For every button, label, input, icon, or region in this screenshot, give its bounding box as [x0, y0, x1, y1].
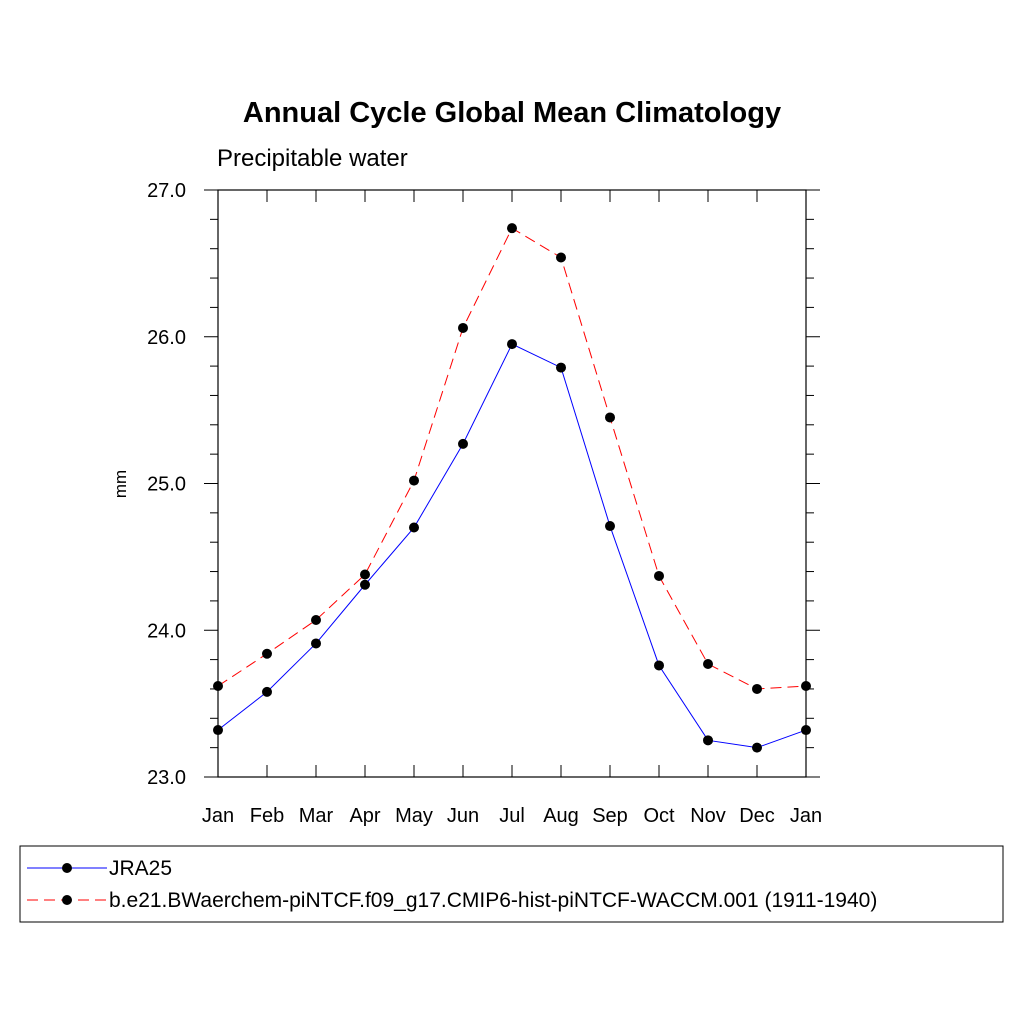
y-tick-label: 27.0 [147, 180, 186, 202]
series-1-point [409, 522, 419, 533]
series-1-point [605, 521, 615, 532]
x-tick-label: Jul [499, 805, 525, 827]
series-1-point [262, 686, 272, 697]
plot-frame [217, 189, 807, 778]
x-tick-label: Sep [592, 805, 628, 827]
series-line-1 [217, 343, 807, 749]
lines-layer [217, 227, 807, 749]
y-tick-label: 23.0 [147, 767, 186, 789]
series-2-point [507, 223, 517, 234]
chart-title: Annual Cycle Global Mean Climatology [243, 97, 781, 129]
series-2-point [605, 412, 615, 423]
series-2-point [703, 659, 713, 670]
chart-subtitle: Precipitable water [217, 145, 408, 172]
y-axis-label: mm [111, 470, 130, 498]
x-tick-label: Jan [202, 805, 234, 827]
markers-layer [213, 223, 811, 753]
x-tick-label: Apr [349, 805, 380, 827]
series-1-point [311, 638, 321, 649]
y-tick-label: 25.0 [147, 474, 186, 496]
x-tick-label: Oct [643, 805, 675, 827]
series-2-point [556, 252, 566, 263]
legend-label-2: b.e21.BWaerchem-piNTCF.f09_g17.CMIP6-his… [109, 889, 877, 912]
y-tick-label: 26.0 [147, 327, 186, 349]
series-2-point [458, 322, 468, 333]
x-tick-label: Feb [250, 805, 284, 827]
y-tick-label: 24.0 [147, 620, 186, 642]
series-2-point [360, 569, 370, 580]
series-line-2 [217, 227, 807, 690]
series-2-point [752, 683, 762, 694]
x-tick-label: Mar [299, 805, 334, 827]
series-1-point [654, 660, 664, 671]
legend-label-1: JRA25 [109, 857, 172, 880]
series-1-point [360, 579, 370, 590]
x-tick-label: Aug [543, 805, 579, 827]
series-2-point [311, 614, 321, 625]
legend: JRA25 b.e21.BWaerchem-piNTCF.f09_g17.CMIP… [27, 857, 877, 912]
series-1-point [458, 438, 468, 449]
series-1-point [752, 742, 762, 753]
x-tick-label: Jun [447, 805, 479, 827]
series-2-point [654, 570, 664, 581]
legend-marker-1 [62, 863, 72, 873]
ticks-layer [204, 189, 820, 778]
series-1-point [703, 735, 713, 746]
series-1-point [507, 339, 517, 350]
legend-marker-2 [62, 895, 72, 905]
y-tick-labels: 23.0 24.0 25.0 26.0 27.0 [147, 180, 186, 789]
x-tick-labels: Jan Feb Mar Apr May Jun Jul Aug Sep Oct Nov Dec Jan [202, 805, 822, 827]
x-tick-label: Jan [790, 805, 822, 827]
x-tick-label: Nov [690, 805, 726, 827]
legend-box [19, 845, 1004, 923]
series-1-point [556, 362, 566, 373]
x-tick-label: Dec [739, 805, 775, 827]
series-2-point [262, 648, 272, 659]
x-tick-label: May [395, 805, 433, 827]
series-2-point [409, 475, 419, 486]
